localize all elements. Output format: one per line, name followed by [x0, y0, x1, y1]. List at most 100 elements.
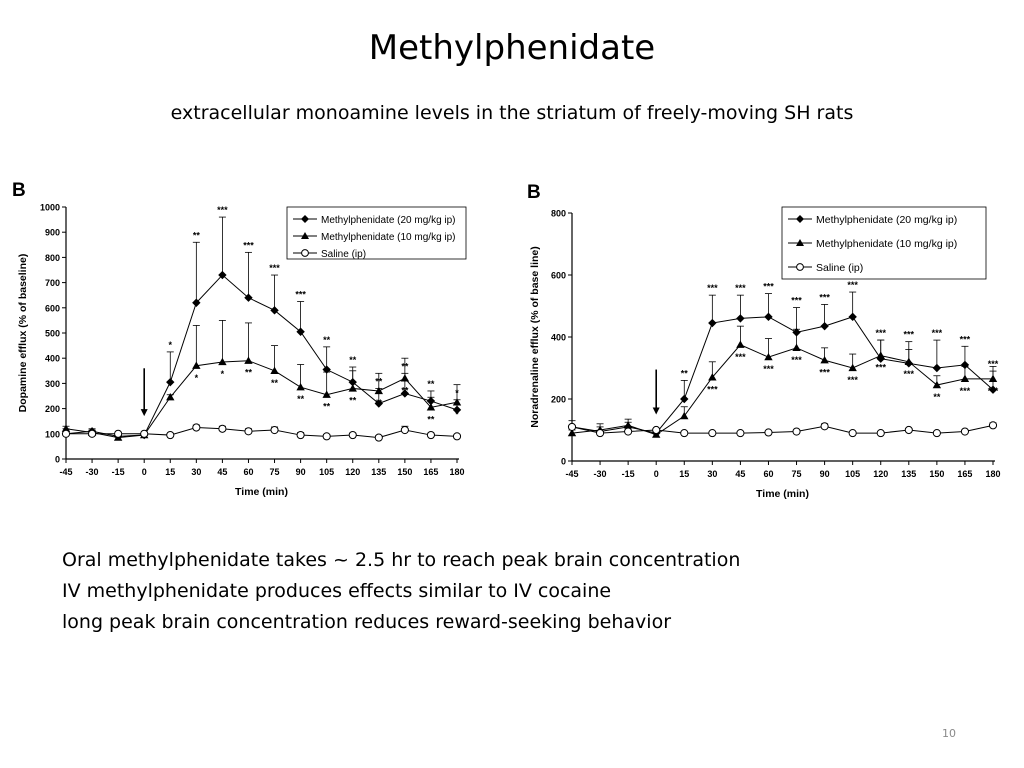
series-diamond: ***** *** ****** ********* *** ********* — [567, 280, 999, 438]
significance-label: *** — [904, 330, 915, 340]
data-point-triangle — [61, 424, 71, 432]
data-point-triangle — [567, 428, 577, 437]
x-tick-label: 75 — [792, 469, 802, 479]
series-circle — [567, 421, 998, 438]
data-point-diamond — [452, 405, 462, 415]
data-point-triangle — [904, 357, 913, 365]
data-point-diamond — [736, 314, 745, 323]
data-point-circle — [960, 427, 970, 436]
legend-entry: Methylphenidate (20 mg/kg ip) — [816, 214, 957, 226]
series-line — [65, 360, 458, 439]
injection-arrow-head — [652, 407, 660, 415]
x-tick-label: 15 — [679, 469, 689, 479]
significance-label: ** — [349, 395, 357, 405]
y-tick-label: 900 — [45, 228, 60, 238]
x-tick-label: -30 — [594, 469, 607, 479]
data-point-circle — [820, 422, 829, 431]
data-point-circle — [87, 429, 97, 438]
data-point-circle — [244, 427, 253, 436]
x-tick-label: 15 — [165, 467, 175, 477]
x-tick-label: -15 — [112, 467, 125, 477]
y-tick-label: 200 — [551, 395, 566, 405]
data-point-diamond — [932, 363, 942, 373]
x-tick-label: -45 — [59, 467, 72, 477]
data-point-triangle — [322, 390, 331, 398]
x-tick-label: 180 — [449, 467, 464, 477]
data-point-triangle — [270, 366, 279, 374]
x-tick-label: 165 — [957, 469, 972, 479]
significance-label: ** — [297, 394, 305, 404]
x-tick-label: 105 — [319, 467, 334, 477]
significance-label: ** — [427, 379, 435, 389]
data-point-diamond — [796, 215, 804, 223]
y-tick-label: 300 — [45, 379, 60, 389]
significance-label: *** — [988, 359, 999, 369]
legend-box — [286, 206, 467, 260]
data-point-diamond — [848, 312, 857, 322]
data-point-circle — [400, 425, 409, 435]
data-point-circle — [680, 429, 689, 438]
y-tick-label: 800 — [45, 253, 60, 263]
series-triangle: ***************************** *** — [567, 325, 999, 438]
significance-label: *** — [295, 290, 306, 300]
significance-label: *** — [707, 283, 718, 293]
data-point-circle — [904, 425, 913, 435]
bullet-item: Oral methylphenidate takes ~ 2.5 hr to r… — [62, 549, 741, 571]
data-point-triangle — [244, 356, 253, 364]
data-point-circle — [988, 421, 998, 430]
data-point-circle — [140, 429, 149, 438]
significance-label: ** — [681, 368, 689, 378]
significance-label: *** — [791, 355, 802, 365]
significance-label: ** — [323, 335, 331, 345]
noradrenaline-efflux-chart: B 0 200 400 600 800 -45 -30 -15 0 15 30 45 60 75 90 105 1… — [527, 182, 1001, 500]
series-line — [571, 344, 993, 436]
significance-label: *** — [819, 367, 830, 377]
data-point-triangle — [192, 361, 201, 369]
data-point-circle — [932, 429, 941, 438]
x-tick-label: 180 — [985, 469, 1000, 479]
x-tick-label: -30 — [86, 467, 99, 477]
x-axis-label: Time (min) — [235, 486, 288, 498]
significance-label: *** — [904, 369, 915, 379]
significance-label: *** — [217, 205, 228, 215]
data-point-diamond — [680, 394, 689, 404]
x-tick-label: 90 — [296, 467, 306, 477]
significance-label: *** — [875, 328, 886, 338]
data-point-diamond — [374, 399, 383, 408]
bullet-item: IV methylphenidate produces effects simi… — [62, 580, 612, 602]
data-point-triangle — [301, 232, 309, 239]
data-point-diamond — [988, 385, 998, 394]
data-point-triangle — [796, 239, 804, 246]
data-point-diamond — [296, 327, 305, 336]
significance-label: * — [169, 340, 173, 350]
legend-entry: Saline (ip) — [816, 262, 863, 274]
y-tick-label: 100 — [45, 429, 60, 439]
x-tick-label: 105 — [845, 469, 860, 479]
data-point-triangle — [652, 430, 661, 438]
data-point-circle — [708, 429, 717, 438]
data-point-triangle — [426, 403, 436, 411]
data-point-triangle — [218, 357, 227, 366]
legend-entry: Methylphenidate (20 mg/kg ip) — [321, 215, 456, 226]
data-point-diamond — [166, 377, 175, 387]
series-line — [66, 426, 458, 439]
bullet-list: Oral methylphenidate takes ~ 2.5 hr to r… — [62, 545, 740, 638]
data-point-circle — [296, 430, 305, 440]
data-point-diamond — [322, 365, 331, 374]
data-point-circle — [876, 429, 885, 438]
significance-label: ** — [401, 385, 409, 395]
significance-label: *** — [735, 352, 746, 362]
y-tick-label: 200 — [45, 404, 60, 414]
x-tick-label: 135 — [371, 467, 386, 477]
x-tick-label: 30 — [191, 467, 201, 477]
data-point-diamond — [218, 270, 227, 280]
y-tick-label: 800 — [551, 209, 566, 219]
x-tick-label: 135 — [901, 469, 916, 479]
significance-label: *** — [707, 384, 718, 394]
series-line — [571, 316, 994, 434]
y-tick-label: 500 — [45, 329, 60, 339]
legend-entry: Methylphenidate (10 mg/kg ip) — [321, 232, 456, 243]
data-point-triangle — [623, 421, 633, 429]
significance-label: *** — [932, 328, 943, 338]
